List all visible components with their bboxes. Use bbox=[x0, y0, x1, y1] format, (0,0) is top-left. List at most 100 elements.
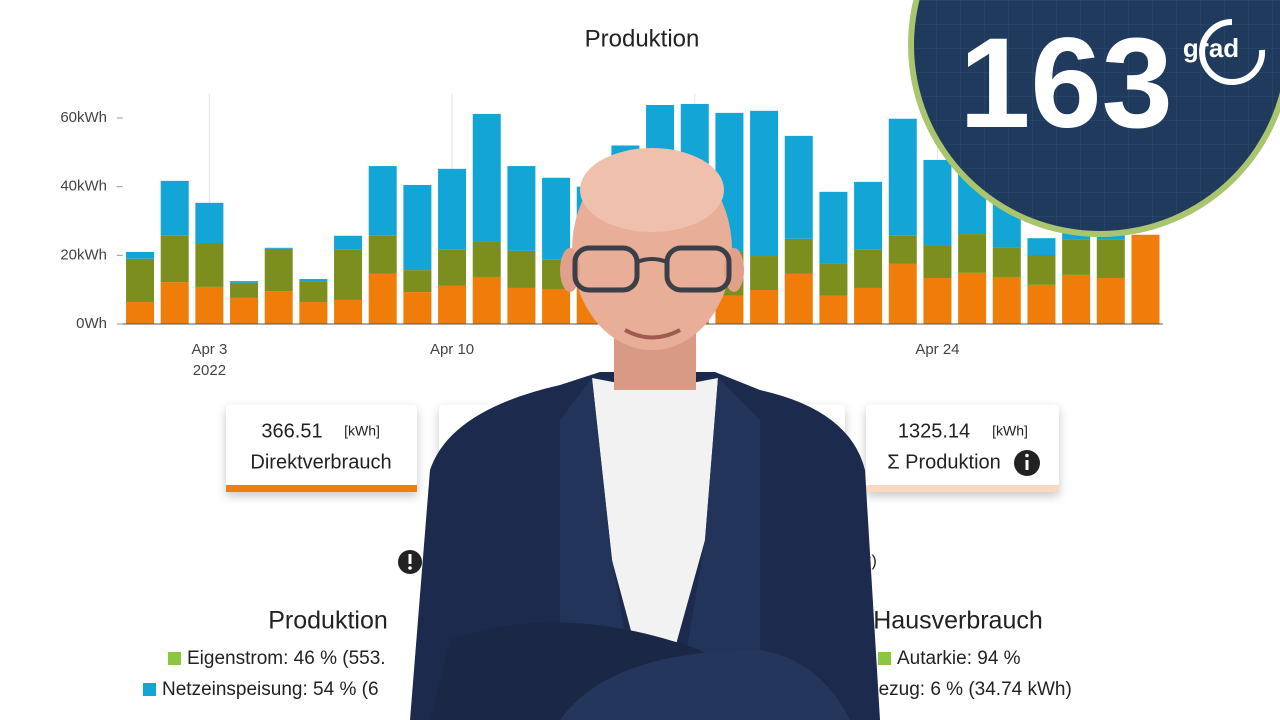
bar-segment bbox=[854, 181, 883, 250]
bar-segment bbox=[126, 251, 155, 259]
bar-segment bbox=[958, 234, 987, 273]
bar-segment bbox=[507, 287, 536, 324]
bar-segment bbox=[368, 273, 397, 324]
logo-word: grad bbox=[1183, 33, 1239, 63]
bar-segment bbox=[334, 299, 363, 324]
x-tick-label: Apr 3 bbox=[191, 341, 227, 358]
card bbox=[866, 405, 1059, 492]
bar-segment bbox=[750, 290, 779, 324]
bar-segment bbox=[264, 291, 293, 324]
chart-title: Produktion bbox=[585, 25, 700, 52]
bar-segment bbox=[1027, 238, 1056, 255]
y-tick-label: 40kWh bbox=[60, 178, 107, 195]
bar-segment bbox=[819, 263, 848, 296]
bar-segment bbox=[784, 273, 813, 324]
bar-segment bbox=[923, 159, 952, 246]
legend-swatch bbox=[143, 683, 156, 696]
bar-segment bbox=[784, 135, 813, 239]
bar-segment bbox=[1027, 284, 1056, 324]
bar-segment bbox=[750, 256, 779, 291]
bar-segment bbox=[438, 285, 467, 324]
legend-text: Netzeinspeisung: 54 % (6 bbox=[162, 679, 379, 700]
bar-segment bbox=[264, 247, 293, 249]
card-label: Σ Produktion bbox=[887, 451, 1001, 473]
bar-segment bbox=[1062, 239, 1091, 275]
y-tick-label: 20kWh bbox=[60, 246, 107, 263]
bar-segment bbox=[542, 288, 571, 324]
bar-segment bbox=[195, 286, 224, 324]
card-value: 1325.14 bbox=[898, 420, 970, 442]
bar-segment bbox=[750, 110, 779, 257]
bar-segment bbox=[507, 166, 536, 251]
bar-segment bbox=[195, 202, 224, 243]
card-label: Direktverbrauch bbox=[250, 451, 391, 473]
bar-segment bbox=[1131, 234, 1160, 324]
x-tick-label: Apr 10 bbox=[430, 341, 474, 358]
bar-segment bbox=[299, 279, 328, 282]
bar-segment bbox=[368, 235, 397, 274]
legend-swatch bbox=[878, 652, 891, 665]
bar-segment bbox=[160, 180, 189, 236]
bar-segment bbox=[264, 248, 293, 292]
card-unit: [kWh] bbox=[992, 423, 1028, 439]
bar-segment bbox=[334, 235, 363, 250]
bar-segment bbox=[1062, 274, 1091, 324]
bar-segment bbox=[1096, 278, 1125, 324]
person bbox=[410, 148, 880, 720]
bar-segment bbox=[472, 241, 501, 277]
y-tick-label: 60kWh bbox=[60, 109, 107, 126]
legend-text: Eigenstrom: 46 % (553. bbox=[187, 648, 386, 669]
bar-segment bbox=[126, 302, 155, 324]
section-title: Produktion bbox=[268, 607, 388, 635]
logo-number: 163 bbox=[959, 12, 1173, 155]
bar-segment bbox=[888, 118, 917, 236]
card-value: 366.51 bbox=[261, 420, 322, 442]
bar-segment bbox=[888, 263, 917, 324]
bar-segment bbox=[1096, 239, 1125, 278]
bar-segment bbox=[1027, 255, 1056, 285]
x-year-label: 2022 bbox=[193, 362, 226, 379]
bar-segment bbox=[230, 282, 259, 298]
bar-segment bbox=[819, 191, 848, 264]
card bbox=[226, 405, 417, 492]
bar-segment bbox=[923, 278, 952, 324]
bar-segment bbox=[784, 238, 813, 274]
bar-segment bbox=[854, 287, 883, 324]
bar-segment bbox=[888, 235, 917, 264]
x-tick-label: Apr 24 bbox=[915, 341, 959, 358]
bar-segment bbox=[472, 276, 501, 324]
bar-segment bbox=[195, 242, 224, 287]
bar-segment bbox=[230, 281, 259, 283]
bar-segment bbox=[438, 249, 467, 286]
bar-segment bbox=[126, 258, 155, 303]
bar-segment bbox=[923, 245, 952, 278]
bar-segment bbox=[160, 235, 189, 283]
legend-text: Autarkie: 94 % bbox=[897, 648, 1021, 669]
warning-icon bbox=[398, 550, 422, 574]
info-icon[interactable] bbox=[1014, 450, 1040, 476]
bar-segment bbox=[403, 270, 432, 293]
bar-segment bbox=[403, 292, 432, 324]
bar-segment bbox=[992, 247, 1021, 277]
bar-segment bbox=[403, 184, 432, 271]
bar-segment bbox=[438, 168, 467, 250]
bar-segment bbox=[160, 282, 189, 324]
bar-segment bbox=[368, 166, 397, 236]
bar-segment bbox=[299, 302, 328, 324]
bar-segment bbox=[542, 177, 571, 260]
legend-swatch bbox=[168, 652, 181, 665]
bar-segment bbox=[958, 272, 987, 324]
legend-text: bezug: 6 % (34.74 kWh) bbox=[868, 679, 1072, 700]
bar-segment bbox=[992, 276, 1021, 324]
bar-segment bbox=[299, 281, 328, 303]
bar-segment bbox=[230, 297, 259, 324]
bar-segment bbox=[819, 295, 848, 324]
section-title: Hausverbrauch bbox=[873, 607, 1043, 635]
bar-segment bbox=[507, 250, 536, 288]
logo bbox=[908, 0, 1280, 237]
bar-segment bbox=[472, 113, 501, 242]
bar-segment bbox=[854, 249, 883, 288]
card-unit: [kWh] bbox=[344, 423, 380, 439]
y-tick-label: 0Wh bbox=[76, 315, 107, 332]
